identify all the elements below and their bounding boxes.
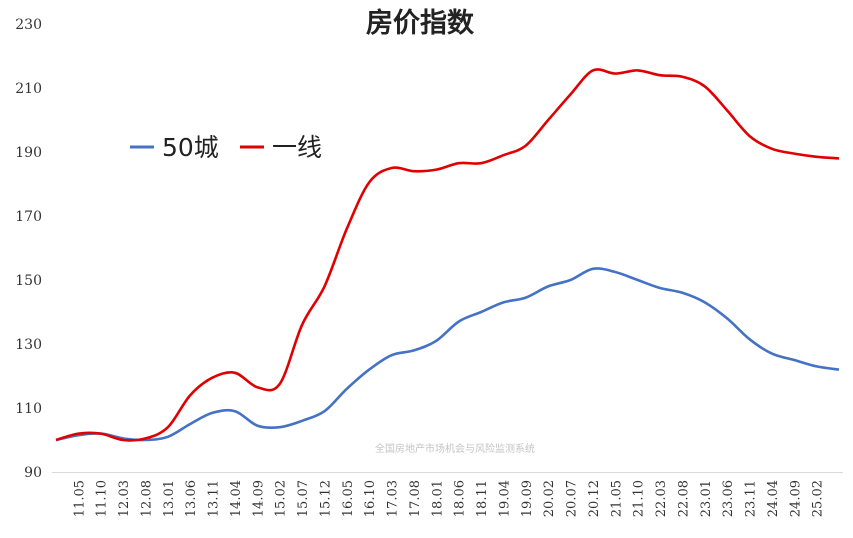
- x-tick-label: 18.01: [430, 480, 445, 517]
- y-tick-label: 150: [15, 273, 42, 289]
- series-line-0: [55, 267, 840, 442]
- x-tick-label: 22.08: [676, 480, 691, 517]
- x-tick-label: 20.07: [565, 480, 580, 517]
- x-tick-label: 24.09: [788, 480, 803, 517]
- x-tick-label: 11.10: [95, 480, 110, 517]
- x-tick-label: 20.12: [587, 480, 602, 517]
- x-tick-label: 15.07: [296, 480, 311, 517]
- y-tick-label: 190: [15, 145, 42, 161]
- x-tick-label: 15.02: [274, 480, 289, 517]
- x-tick-label: 17.08: [408, 480, 423, 517]
- x-tick-label: 11.05: [72, 480, 87, 517]
- x-axis-tick-labels: 11.05 11.10 12.03 12.08 13.01 13.06 13.11 14.04…: [72, 480, 825, 517]
- x-tick-label: 14.04: [229, 480, 244, 517]
- legend-label-1: 一线: [272, 133, 322, 162]
- x-tick-label: 19.09: [520, 480, 535, 517]
- y-tick-label: 90: [24, 465, 42, 481]
- chart-title: 房价指数: [366, 8, 475, 39]
- series-line-1: [55, 68, 840, 442]
- x-tick-label: 23.01: [699, 480, 714, 517]
- x-tick-label: 24.04: [766, 480, 781, 517]
- y-tick-label: 210: [15, 81, 42, 97]
- x-tick-label: 14.09: [251, 480, 266, 517]
- y-tick-label: 230: [15, 17, 42, 33]
- x-tick-label: 12.08: [139, 480, 154, 517]
- x-tick-label: 23.11: [744, 480, 759, 517]
- x-tick-label: 16.10: [363, 480, 378, 517]
- x-tick-label: 22.03: [654, 480, 669, 517]
- legend: 50城 一线: [130, 133, 322, 162]
- x-tick-label: 18.11: [475, 480, 490, 517]
- x-tick-label: 13.11: [207, 480, 222, 517]
- x-tick-label: 18.06: [453, 480, 468, 517]
- x-tick-label: 16.05: [341, 480, 356, 517]
- x-tick-label: 21.05: [609, 480, 624, 517]
- y-axis-tick-labels: 90 110 130 150 170 190 210 230: [15, 17, 42, 481]
- x-tick-label: 20.02: [542, 480, 557, 517]
- x-tick-label: 21.10: [632, 480, 647, 517]
- x-tick-label: 19.04: [497, 480, 512, 517]
- x-tick-label: 13.06: [184, 480, 199, 517]
- x-tick-label: 17.03: [386, 480, 401, 517]
- x-tick-label: 25.02: [811, 480, 826, 517]
- y-tick-label: 110: [15, 401, 42, 417]
- y-tick-label: 170: [15, 209, 42, 225]
- legend-label-0: 50城: [162, 133, 219, 162]
- x-tick-label: 13.01: [162, 480, 177, 517]
- y-tick-label: 130: [15, 337, 42, 353]
- watermark: 全国房地产市场机会与风险监测系统: [375, 442, 535, 455]
- x-tick-label: 23.06: [721, 480, 736, 517]
- series-lines: [55, 68, 840, 442]
- x-tick-label: 15.12: [318, 480, 333, 517]
- x-tick-label: 12.03: [117, 480, 132, 517]
